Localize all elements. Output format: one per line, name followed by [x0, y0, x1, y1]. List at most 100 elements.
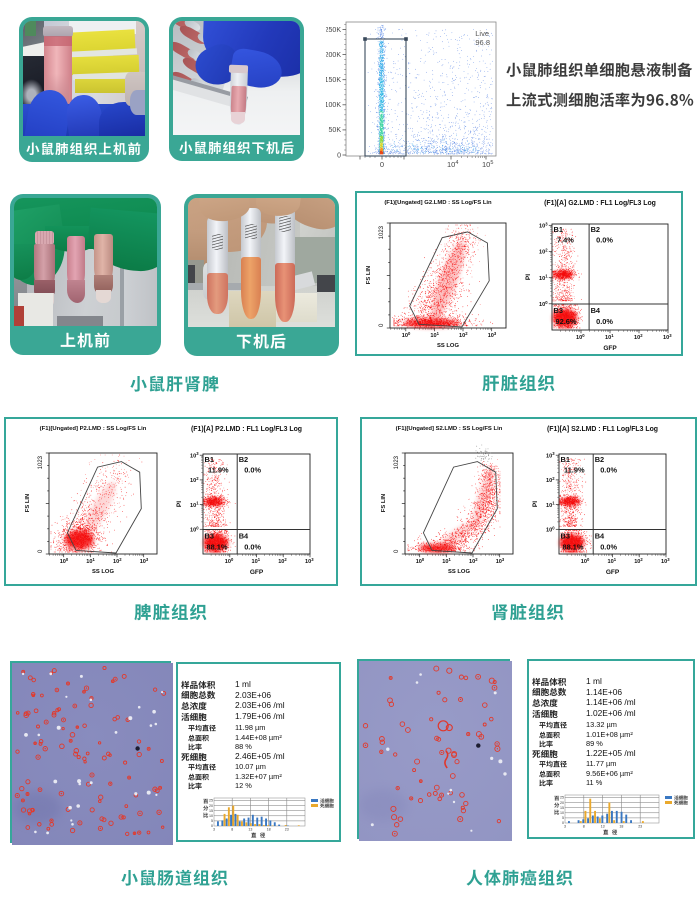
svg-text:100: 100 [190, 525, 199, 533]
svg-text:102: 102 [546, 476, 555, 484]
svg-text:0: 0 [394, 549, 400, 553]
svg-text:0: 0 [38, 549, 44, 553]
svg-text:1023: 1023 [394, 455, 400, 469]
svg-text:10: 10 [209, 814, 213, 818]
svg-text:100: 100 [576, 333, 585, 341]
svg-text:103: 103 [305, 557, 314, 565]
svg-text:100: 100 [225, 557, 234, 565]
svg-text:B2: B2 [595, 455, 604, 464]
svg-text:18: 18 [267, 828, 271, 832]
svg-text:0: 0 [562, 821, 564, 825]
svg-text:3: 3 [564, 825, 566, 829]
svg-text:88.1%: 88.1% [563, 543, 584, 552]
svg-text:11.9%: 11.9% [564, 466, 585, 475]
svg-text:100: 100 [539, 300, 548, 308]
svg-text:150K: 150K [326, 77, 341, 84]
svg-text:B3: B3 [561, 532, 570, 541]
svg-text:7.4%: 7.4% [557, 236, 574, 245]
svg-text:101: 101 [86, 557, 95, 565]
svg-text:103: 103 [488, 331, 497, 339]
svg-text:Live: Live [475, 29, 489, 38]
svg-text:13: 13 [601, 825, 605, 829]
svg-text:0.0%: 0.0% [600, 543, 617, 552]
svg-text:(F1)[Ungated] G2.LMD : SS Log/: (F1)[Ungated] G2.LMD : SS Log/FS Lin [384, 200, 492, 206]
svg-text:(F1)[A] P2.LMD : FL1 Log/FL3 L: (F1)[A] P2.LMD : FL1 Log/FL3 Log [191, 426, 302, 433]
svg-text:SS LOG: SS LOG [92, 569, 114, 575]
svg-text:100: 100 [546, 525, 555, 533]
svg-text:25: 25 [209, 799, 213, 803]
svg-text:101: 101 [605, 333, 614, 341]
svg-text:8: 8 [583, 825, 585, 829]
svg-text:23: 23 [638, 825, 642, 829]
svg-text:101: 101 [442, 557, 451, 565]
svg-text:200K: 200K [326, 52, 341, 59]
svg-text:102: 102 [113, 557, 122, 565]
svg-text:102: 102 [469, 557, 478, 565]
svg-text:B3: B3 [205, 532, 214, 541]
svg-text:0.0%: 0.0% [596, 236, 613, 245]
svg-text:100K: 100K [326, 102, 341, 109]
svg-text:105: 105 [482, 160, 493, 169]
svg-text:PI: PI [525, 274, 532, 280]
svg-text:100: 100 [416, 557, 425, 565]
svg-text:0: 0 [337, 152, 341, 159]
svg-text:88.1%: 88.1% [207, 543, 228, 552]
svg-text:B1: B1 [561, 455, 570, 464]
svg-text:FS LIN: FS LIN [25, 494, 31, 512]
svg-text:102: 102 [634, 333, 643, 341]
svg-text:101: 101 [546, 501, 555, 509]
svg-text:B2: B2 [239, 455, 248, 464]
svg-text:GFP: GFP [250, 569, 264, 576]
svg-text:0: 0 [379, 323, 385, 327]
svg-text:20: 20 [209, 804, 213, 808]
svg-text:0.0%: 0.0% [600, 466, 617, 475]
svg-text:100: 100 [581, 557, 590, 565]
svg-text:10: 10 [560, 811, 564, 815]
svg-text:3: 3 [213, 828, 215, 832]
svg-text:B4: B4 [591, 306, 601, 315]
svg-text:GFP: GFP [603, 345, 617, 352]
svg-text:101: 101 [190, 501, 199, 509]
svg-text:B1: B1 [554, 225, 563, 234]
svg-text:103: 103 [539, 221, 548, 229]
svg-text:8: 8 [231, 828, 233, 832]
svg-text:0.0%: 0.0% [244, 466, 261, 475]
svg-text:25: 25 [560, 796, 564, 800]
svg-text:103: 103 [663, 333, 672, 341]
svg-text:92.6%: 92.6% [556, 317, 577, 326]
svg-text:1023: 1023 [379, 225, 385, 239]
svg-text:GFP: GFP [606, 569, 620, 576]
svg-text:103: 103 [496, 557, 505, 565]
svg-text:96.8: 96.8 [475, 38, 490, 47]
svg-text:PI: PI [532, 501, 539, 507]
svg-text:1023: 1023 [38, 455, 44, 469]
svg-text:50K: 50K [329, 127, 342, 134]
svg-text:101: 101 [539, 274, 548, 282]
svg-text:B1: B1 [205, 455, 214, 464]
svg-text:102: 102 [539, 248, 548, 256]
svg-text:101: 101 [252, 557, 261, 565]
svg-text:SS LOG: SS LOG [448, 569, 470, 575]
svg-text:B3: B3 [554, 306, 563, 315]
svg-text:(F1)[Ungated] S2.LMD : SS Log/: (F1)[Ungated] S2.LMD : SS Log/FS Lin [396, 426, 503, 432]
svg-text:B4: B4 [595, 532, 605, 541]
svg-text:103: 103 [661, 557, 670, 565]
svg-text:PI: PI [176, 501, 183, 507]
svg-text:(F1)[A] S2.LMD : FL1 Log/FL3 L: (F1)[A] S2.LMD : FL1 Log/FL3 Log [547, 426, 658, 433]
svg-text:104: 104 [447, 160, 458, 169]
svg-text:SS LOG: SS LOG [437, 343, 459, 349]
svg-text:5: 5 [211, 819, 213, 823]
svg-text:103: 103 [546, 451, 555, 459]
svg-text:FS LIN: FS LIN [381, 494, 387, 512]
svg-text:102: 102 [190, 476, 199, 484]
svg-text:5: 5 [562, 816, 564, 820]
svg-text:102: 102 [278, 557, 287, 565]
svg-text:0.0%: 0.0% [596, 317, 613, 326]
svg-text:13: 13 [248, 828, 252, 832]
svg-text:15: 15 [209, 809, 213, 813]
svg-text:0: 0 [211, 824, 213, 828]
svg-text:23: 23 [285, 828, 289, 832]
svg-text:(F1)[A] G2.LMD : FL1 Log/FL3 L: (F1)[A] G2.LMD : FL1 Log/FL3 Log [544, 200, 656, 207]
svg-text:18: 18 [619, 825, 623, 829]
svg-text:20: 20 [560, 801, 564, 805]
